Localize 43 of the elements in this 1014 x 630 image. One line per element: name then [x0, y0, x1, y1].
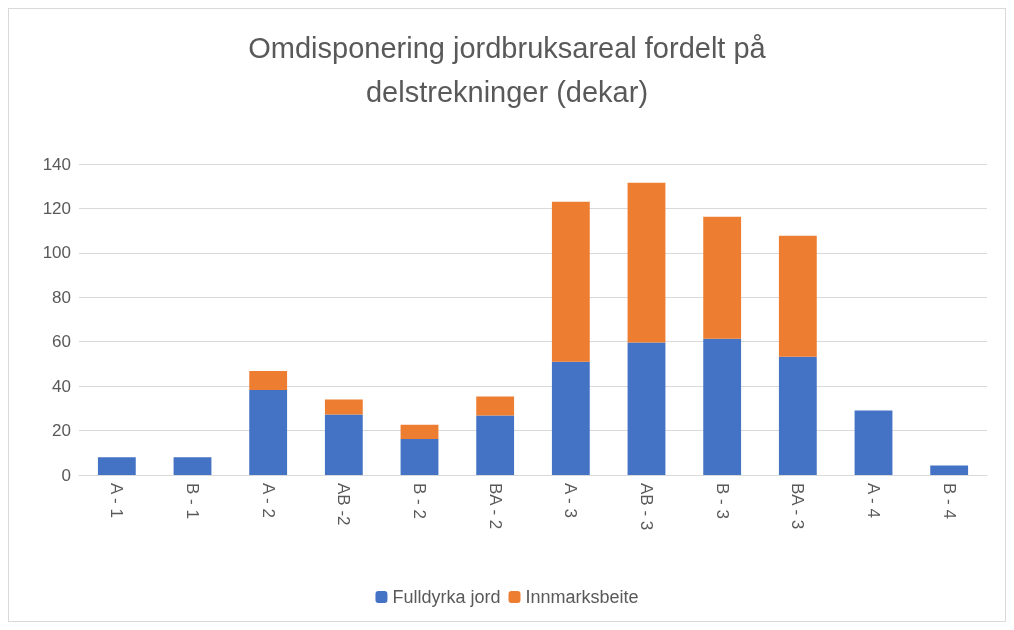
legend-label: Innmarksbeite — [525, 587, 639, 607]
bar — [249, 371, 288, 390]
y-tick-label: 60 — [52, 332, 71, 352]
y-tick-label: 80 — [52, 287, 71, 307]
x-tick-label: A - 4 — [864, 483, 883, 518]
bar — [551, 361, 590, 475]
x-tick-label: B - 4 — [939, 483, 959, 519]
x-tick-label: A - 1 — [107, 483, 127, 518]
x-tick-label: BA - 2 — [485, 483, 505, 530]
y-tick-label: 120 — [42, 198, 71, 218]
x-tick-label: B - 1 — [183, 483, 202, 519]
bar — [930, 465, 969, 475]
x-tick-label: A - 2 — [258, 483, 278, 518]
x-tick-label: B - 2 — [410, 483, 429, 519]
bar — [324, 399, 363, 415]
y-tick-label: 40 — [52, 376, 71, 396]
x-tick-label: BA - 3 — [788, 483, 808, 530]
bar — [551, 201, 590, 362]
y-tick-label: 0 — [61, 465, 71, 485]
bar — [400, 424, 439, 440]
x-tick-label: A - 3 — [561, 483, 581, 518]
bar — [703, 216, 742, 339]
x-tick-label: B - 3 — [712, 483, 732, 519]
y-tick-label: 20 — [52, 421, 71, 441]
bar — [249, 389, 288, 475]
bar — [703, 338, 742, 475]
bar — [173, 457, 212, 475]
y-tick-label: 140 — [42, 154, 71, 174]
bar — [854, 410, 893, 475]
bar — [627, 342, 666, 475]
bar — [476, 415, 515, 475]
x-tick-label: AB -2 — [334, 483, 354, 526]
bar — [778, 356, 817, 475]
bar — [324, 414, 363, 475]
x-tick-label: AB - 3 — [637, 483, 656, 531]
bar — [778, 235, 817, 357]
y-tick-label: 100 — [42, 243, 71, 263]
bar — [97, 457, 136, 475]
bar — [476, 396, 515, 416]
legend-label: Fulldyrka jord — [392, 587, 501, 607]
bar — [627, 182, 666, 343]
bar — [400, 439, 439, 475]
chart-title: Omdisponering jordbruksareal fordelt på delstrekninger (dekar) — [248, 32, 767, 108]
